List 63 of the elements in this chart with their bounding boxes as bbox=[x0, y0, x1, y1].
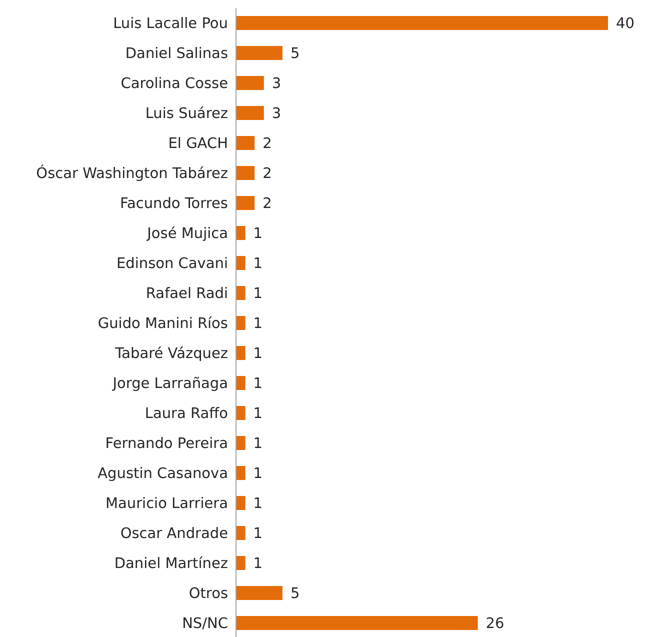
y-tick-label: Fernando Pereira bbox=[105, 436, 228, 452]
y-tick-label: Tabaré Vázquez bbox=[114, 346, 228, 362]
bar bbox=[236, 586, 282, 600]
bar bbox=[236, 16, 608, 30]
y-tick-label: Edinson Cavani bbox=[116, 256, 228, 272]
bar bbox=[236, 526, 246, 540]
data-label: 1 bbox=[253, 466, 263, 482]
bar bbox=[236, 46, 282, 60]
bar bbox=[236, 226, 246, 240]
y-tick-label: Facundo Torres bbox=[120, 196, 228, 212]
data-label: 1 bbox=[253, 376, 263, 392]
bar bbox=[236, 376, 246, 390]
data-label: 5 bbox=[290, 586, 300, 602]
data-label: 1 bbox=[253, 556, 263, 572]
bar bbox=[236, 76, 264, 90]
y-tick-label: El GACH bbox=[168, 136, 228, 152]
data-label: 1 bbox=[253, 316, 263, 332]
y-tick-label: NS/NC bbox=[182, 616, 228, 632]
y-tick-label: Guido Manini Ríos bbox=[98, 316, 228, 332]
data-label: 2 bbox=[262, 166, 272, 182]
y-tick-label: Otros bbox=[188, 586, 228, 602]
data-label: 1 bbox=[253, 526, 263, 542]
y-tick-label: Oscar Andrade bbox=[120, 526, 228, 542]
data-label: 2 bbox=[262, 196, 272, 212]
y-tick-label: Agustin Casanova bbox=[98, 466, 228, 482]
y-tick-label: Óscar Washington Tabárez bbox=[36, 164, 228, 182]
data-label: 1 bbox=[253, 286, 263, 302]
bar bbox=[236, 196, 255, 210]
bar bbox=[236, 616, 478, 630]
bar bbox=[236, 166, 255, 180]
y-tick-label: Daniel Salinas bbox=[125, 46, 228, 62]
y-tick-label: Laura Raffo bbox=[144, 406, 228, 422]
data-label: 2 bbox=[262, 136, 272, 152]
data-label: 5 bbox=[290, 46, 300, 62]
y-tick-label: Jorge Larrañaga bbox=[112, 376, 228, 392]
y-tick-label: Rafael Radi bbox=[146, 286, 228, 302]
data-label: 40 bbox=[616, 16, 634, 32]
y-tick-label: Carolina Cosse bbox=[120, 76, 228, 92]
data-label: 1 bbox=[253, 406, 263, 422]
bar bbox=[236, 136, 255, 150]
data-label: 1 bbox=[253, 226, 263, 242]
y-tick-label: José Mujica bbox=[146, 226, 228, 242]
y-tick-label: Luis Suárez bbox=[145, 106, 228, 122]
data-label: 1 bbox=[253, 256, 263, 272]
y-tick-label: Luis Lacalle Pou bbox=[113, 16, 228, 32]
y-tick-label: Daniel Martínez bbox=[114, 556, 228, 572]
bar bbox=[236, 256, 246, 270]
y-tick-label: Mauricio Larriera bbox=[106, 496, 228, 512]
bar bbox=[236, 556, 246, 570]
data-label: 3 bbox=[272, 106, 282, 122]
bar bbox=[236, 466, 246, 480]
bar bbox=[236, 496, 246, 510]
bar bbox=[236, 106, 264, 120]
data-label: 26 bbox=[486, 616, 504, 632]
bar bbox=[236, 346, 246, 360]
data-label: 1 bbox=[253, 436, 263, 452]
bar bbox=[236, 406, 246, 420]
data-label: 1 bbox=[253, 496, 263, 512]
bar bbox=[236, 316, 246, 330]
data-label: 1 bbox=[253, 346, 263, 362]
bar bbox=[236, 286, 246, 300]
data-label: 3 bbox=[272, 76, 282, 92]
bar bbox=[236, 436, 246, 450]
